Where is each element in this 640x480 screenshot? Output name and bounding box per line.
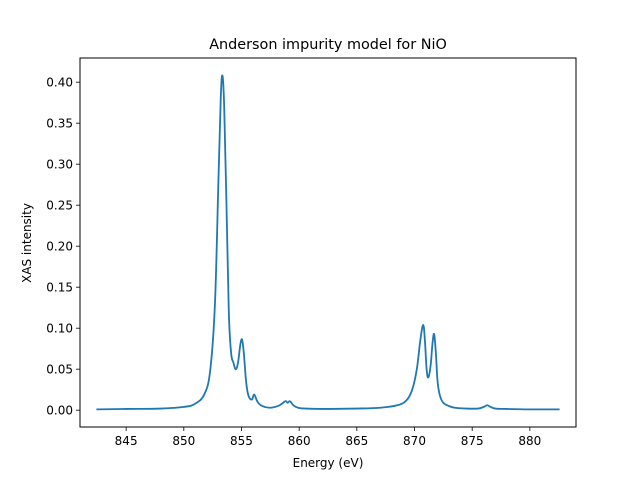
y-tick-label: 0.10 xyxy=(46,322,73,336)
x-tick-label: 850 xyxy=(172,434,195,448)
axes-frame xyxy=(79,57,577,428)
y-tick-label: 0.40 xyxy=(46,76,73,90)
x-tick-label: 845 xyxy=(115,434,138,448)
x-tick-label: 865 xyxy=(345,434,368,448)
plot-area xyxy=(96,74,560,411)
xas-curve xyxy=(96,74,560,411)
x-tick-label: 860 xyxy=(288,434,311,448)
chart-title: Anderson impurity model for NiO xyxy=(209,37,447,53)
x-tick-label: 875 xyxy=(461,434,484,448)
y-axis-label: XAS intensity xyxy=(20,203,34,283)
y-tick-label: 0.25 xyxy=(46,199,73,213)
y-tick-label: 0.00 xyxy=(46,404,73,418)
y-tick-label: 0.20 xyxy=(46,240,73,254)
y-tick-label: 0.15 xyxy=(46,281,73,295)
y-axis-ticks: 0.00 0.05 0.10 0.15 0.20 0.25 0.30 0.35 0.40 xyxy=(46,76,80,418)
y-tick-label: 0.30 xyxy=(46,158,73,172)
x-tick-label: 870 xyxy=(403,434,426,448)
x-axis-label: Energy (eV) xyxy=(293,456,364,470)
x-tick-label: 855 xyxy=(230,434,253,448)
x-tick-label: 880 xyxy=(518,434,541,448)
y-tick-label: 0.35 xyxy=(46,117,73,131)
y-tick-label: 0.05 xyxy=(46,363,73,377)
x-axis-ticks: 845 850 855 860 865 870 875 880 xyxy=(115,427,541,448)
